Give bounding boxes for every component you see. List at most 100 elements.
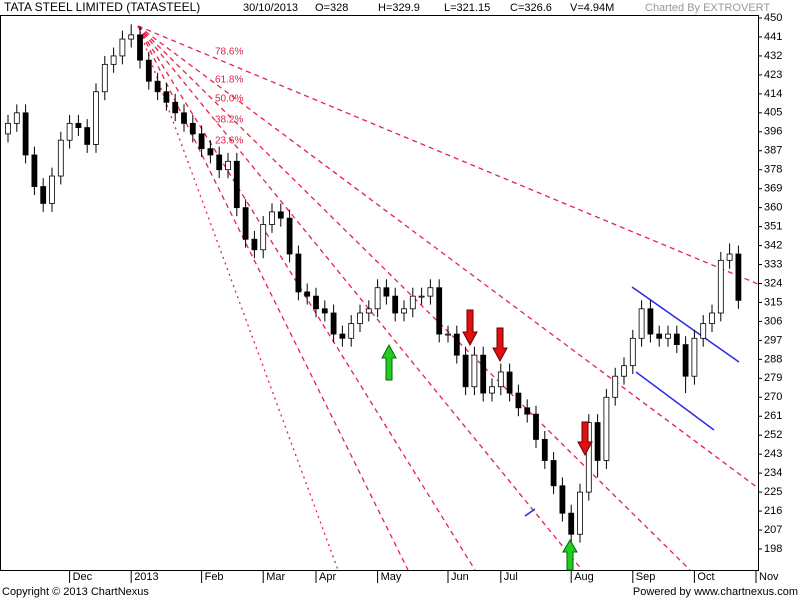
fan-line xyxy=(137,25,759,489)
candle-body xyxy=(735,253,742,301)
candle-body xyxy=(700,323,707,339)
candle-body xyxy=(383,287,390,297)
candle-body xyxy=(673,333,680,346)
chart-title: TATA STEEL LIMITED (TATASTEEL) xyxy=(4,0,200,14)
x-tick-label: Jun xyxy=(451,571,469,583)
candle-body xyxy=(709,312,715,324)
candle-body xyxy=(260,224,267,251)
candle-body xyxy=(172,101,179,114)
credit: Charted By EXTROVERT xyxy=(645,2,770,14)
candle-body xyxy=(585,422,592,493)
candle-body xyxy=(145,59,152,82)
candle-body xyxy=(638,308,645,339)
x-tick-label: Mar xyxy=(266,571,285,583)
footer-left: Copyright © 2013 ChartNexus xyxy=(2,586,149,598)
candle-body xyxy=(119,38,126,57)
x-tick-label: Aug xyxy=(574,571,594,583)
x-tick-label: Nov xyxy=(759,571,779,583)
candle-body xyxy=(427,287,434,297)
y-tick-label: 432 xyxy=(764,50,782,62)
candle-body xyxy=(313,295,319,310)
candle-body xyxy=(233,160,240,209)
candle-body xyxy=(691,337,698,377)
candle-body xyxy=(533,413,539,440)
candle-body xyxy=(286,217,293,255)
candle-body xyxy=(629,337,636,367)
y-tick-label: 441 xyxy=(764,31,782,43)
candle-body xyxy=(365,308,372,314)
candle-body xyxy=(40,186,47,204)
candle-body xyxy=(181,112,187,124)
candle-body xyxy=(621,365,627,377)
candle-body xyxy=(726,253,733,261)
y-tick-label: 261 xyxy=(764,410,782,422)
y-tick-label: 216 xyxy=(764,505,782,517)
candle-body xyxy=(66,122,73,141)
channel-line xyxy=(524,508,536,517)
x-tick-label: Dec xyxy=(73,571,93,583)
candle-body xyxy=(357,312,363,324)
down-arrow xyxy=(577,421,593,457)
info-low: L=321.15 xyxy=(444,2,490,14)
candle-body xyxy=(330,312,337,335)
candle-body xyxy=(295,253,302,293)
fib-label: 61.8% xyxy=(215,75,243,86)
x-tick-label: Feb xyxy=(205,571,224,583)
candle-body xyxy=(57,139,64,177)
y-tick-label: 333 xyxy=(764,258,782,270)
info-date: 30/10/2013 xyxy=(243,2,298,14)
candle-body xyxy=(374,287,381,310)
y-tick-label: 405 xyxy=(764,107,782,119)
x-tick-label: May xyxy=(381,571,402,583)
channel-line xyxy=(635,371,715,431)
candle-body xyxy=(101,63,108,93)
candle-body xyxy=(497,371,504,388)
candle-body xyxy=(137,34,143,61)
candle-body xyxy=(401,308,407,314)
up-arrow xyxy=(381,343,397,381)
y-tick-label: 324 xyxy=(764,277,782,289)
y-tick-label: 342 xyxy=(764,239,782,251)
candle-body xyxy=(163,91,170,103)
candle-body xyxy=(550,460,557,487)
candle-body xyxy=(304,291,311,297)
y-tick-label: 450 xyxy=(764,12,782,24)
y-tick-label: 225 xyxy=(764,486,782,498)
candle-body xyxy=(269,211,275,225)
candle-body xyxy=(154,80,161,93)
fan-line xyxy=(137,25,759,285)
candle-body xyxy=(436,287,443,335)
x-tick-label: 2013 xyxy=(134,571,158,583)
fan-line xyxy=(137,25,339,571)
candle-body xyxy=(717,259,724,314)
y-tick-label: 351 xyxy=(764,221,782,233)
candle-body xyxy=(577,491,583,535)
candle-body xyxy=(647,308,654,335)
candle-body xyxy=(198,133,205,150)
info-open: O=328 xyxy=(315,2,348,14)
fib-label: 50.0% xyxy=(215,94,243,105)
candle-body xyxy=(656,333,663,339)
fan-line xyxy=(137,25,583,571)
x-tick-label: Sep xyxy=(636,571,656,583)
candle-body xyxy=(339,333,346,339)
candle-body xyxy=(603,396,610,461)
footer-right: Powered by www.chartnexus.com xyxy=(633,586,798,598)
candle-body xyxy=(128,34,135,40)
candle-body xyxy=(251,238,258,251)
y-tick-label: 297 xyxy=(764,334,782,346)
candle-body xyxy=(49,175,55,204)
candle-body xyxy=(392,295,399,314)
candle-body xyxy=(409,295,416,310)
info-volume: V=4.94M xyxy=(570,2,614,14)
candle-body xyxy=(559,485,566,514)
candle-body xyxy=(225,160,231,171)
candle-body xyxy=(418,295,425,298)
candles xyxy=(5,24,742,547)
y-tick-label: 207 xyxy=(764,524,782,536)
fib-label: 38.2% xyxy=(215,115,243,126)
candle-body xyxy=(506,371,513,394)
candle-body xyxy=(682,344,689,377)
y-tick-label: 252 xyxy=(764,429,782,441)
